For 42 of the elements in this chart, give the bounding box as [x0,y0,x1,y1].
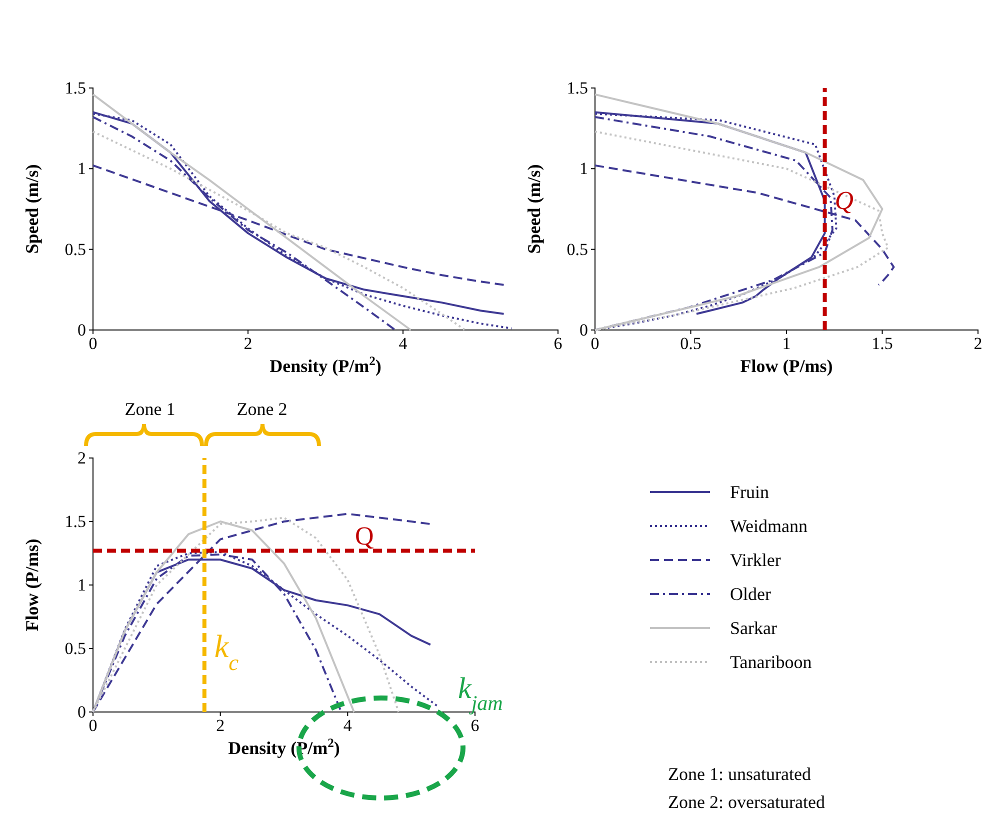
x-tick-label: 2 [244,334,252,354]
y-tick-label: 1.5 [64,78,86,98]
text: Zone 2: oversaturated [668,792,825,812]
x-tick-label: 6 [470,716,480,736]
y-tick-label: 0 [580,320,588,340]
y-axis-title: Flow (P/ms) [22,538,42,632]
y-tick-label: 1.5 [566,78,588,98]
y-tick-label: 1 [78,159,86,178]
y-tick-label: 0.5 [566,240,588,259]
x-tick-label: 2 [974,334,982,354]
y-tick-label: 1 [78,575,86,594]
y-tick-label: 0 [78,320,86,340]
x-tick-label: 1.5 [872,334,893,354]
x-axis-title: Density (P/m$^{2}$) [270,354,382,376]
ref-line-label: Q [834,186,854,215]
x-tick-label: 4 [398,334,408,354]
legend-label: Fruin [730,482,770,502]
y-axis-title: Speed (m/s) [22,164,42,254]
x-axis-title: Flow (P/ms) [740,356,833,376]
legend-label: Virkler [730,550,781,570]
y-tick-label: 0.5 [64,638,86,658]
y-tick-label: 0 [78,702,86,722]
annotation: k$_{jam}$ [458,672,503,715]
legend-label: Sarkar [730,618,777,638]
x-tick-label: 2 [216,716,225,736]
ref-line-label: k$_{c}$ [214,628,239,674]
y-tick-label: 0.5 [64,240,86,259]
y-tick-label: 1.5 [64,512,86,531]
text: Zone 2 [236,399,288,419]
y-tick-label: 1 [580,159,588,178]
x-tick-label: 1 [782,334,791,354]
x-tick-label: 0.5 [680,334,702,354]
y-axis-title: Speed (m/s) [524,164,544,254]
text: Zone 1: unsaturated [668,764,811,784]
legend-label: Tanariboon [730,652,812,672]
ref-line-label: Q [355,522,374,551]
text: Zone 1 [124,399,176,419]
legend-label: Weidmann [730,516,808,536]
x-tick-label: 6 [554,334,562,354]
x-tick-label: 4 [343,716,352,736]
legend-label: Older [730,584,771,604]
y-tick-label: 2 [78,448,86,468]
